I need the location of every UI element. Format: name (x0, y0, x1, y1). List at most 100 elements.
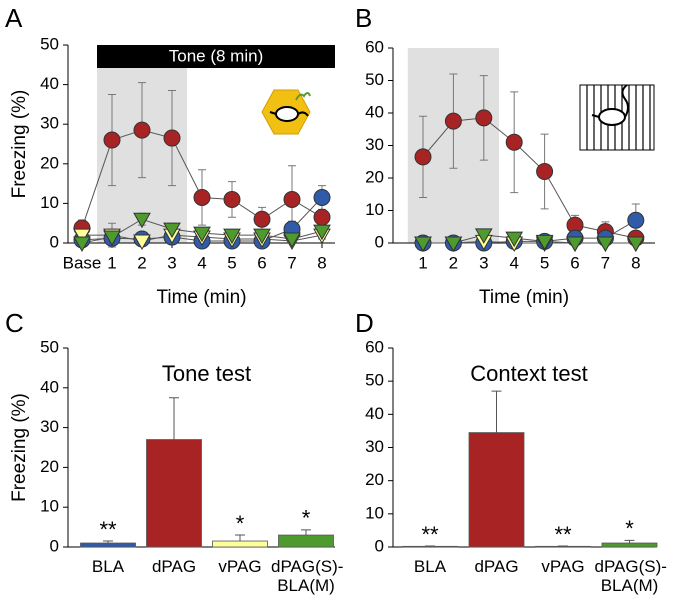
marker (474, 228, 493, 244)
marker (444, 112, 462, 130)
x-tick-label: dPAG(S)-BLA(M) (594, 557, 667, 595)
bar (601, 542, 658, 548)
bar (212, 540, 268, 548)
y-tick-label: 20 (40, 457, 59, 476)
tone-bar (97, 45, 335, 68)
y-tick-label: 40 (40, 377, 59, 396)
marker (313, 208, 331, 226)
marker (505, 133, 523, 151)
x-tick-label: 2 (449, 253, 458, 272)
marker (444, 236, 463, 253)
significance: ** (99, 517, 117, 542)
marker (535, 234, 554, 251)
marker (223, 228, 241, 245)
marker (103, 131, 121, 149)
marker (103, 230, 121, 247)
marker (193, 226, 211, 243)
y-tick-label: 50 (40, 34, 59, 53)
x-tick-label: dPAG(S)-BLA(M) (271, 557, 344, 595)
y-tick-label: 30 (365, 135, 384, 154)
marker (133, 212, 151, 229)
marker (626, 236, 645, 253)
y-tick-label: 30 (40, 417, 59, 436)
x-tick-label: 2 (137, 253, 146, 272)
x-axis-label: Time (min) (479, 287, 569, 308)
x-tick-label: vPAG (218, 557, 262, 576)
significance: ** (554, 522, 572, 547)
bar (402, 545, 458, 548)
marker (163, 222, 181, 239)
y-tick-label: 10 (40, 193, 59, 212)
significance: * (302, 506, 311, 531)
marker (193, 188, 211, 206)
x-tick-label: vPAG (541, 557, 585, 576)
marker (505, 231, 524, 248)
x-tick-label: 3 (167, 253, 176, 272)
significance: * (625, 516, 634, 541)
y-tick-label: 0 (375, 232, 384, 251)
x-tick-label: 6 (570, 253, 579, 272)
x-tick-label: BLA (413, 557, 447, 576)
marker (283, 190, 301, 208)
x-tick-label: 1 (107, 253, 116, 272)
y-tick-label: 0 (50, 232, 59, 251)
x-tick-label: 5 (540, 253, 549, 272)
marker (414, 236, 432, 253)
bar (146, 439, 202, 548)
bar (80, 542, 136, 548)
y-tick-label: 20 (365, 167, 384, 186)
x-tick-label: 6 (257, 253, 266, 272)
x-tick-label: dPAG (474, 557, 519, 576)
y-tick-label: 30 (40, 114, 59, 133)
error-bar (301, 529, 311, 536)
y-tick-label: 50 (365, 70, 384, 89)
significance: ** (421, 522, 439, 547)
context-icon (579, 84, 655, 151)
y-tick-label: 20 (365, 470, 384, 489)
x-tick-label: 7 (601, 253, 610, 272)
marker (223, 190, 241, 208)
y-tick-label: 10 (365, 200, 384, 219)
marker (73, 228, 91, 245)
y-tick-label: 60 (365, 337, 384, 356)
panel-letter: D (355, 308, 374, 338)
marker (163, 129, 181, 147)
marker (313, 224, 331, 241)
bar (468, 432, 525, 548)
bar (535, 545, 591, 548)
x-tick-label: dPAG (151, 557, 197, 576)
x-tick-label: Base (63, 253, 102, 272)
x-tick-label: 5 (227, 253, 236, 272)
error-bar (169, 397, 179, 440)
marker (536, 163, 554, 180)
y-tick-label: 10 (365, 503, 384, 522)
tone-label: Tone (8 min) (169, 46, 263, 65)
marker (73, 236, 91, 253)
x-tick-label: 4 (509, 253, 518, 272)
marker (313, 188, 331, 206)
marker (253, 210, 271, 228)
x-tick-label: 4 (197, 253, 206, 272)
y-tick-label: 30 (365, 437, 384, 456)
marker (596, 236, 615, 253)
marker (283, 232, 301, 249)
x-axis-label: Time (min) (156, 287, 246, 308)
bar (278, 534, 334, 548)
y-tick-label: 50 (40, 337, 59, 356)
marker (566, 236, 584, 253)
y-tick-label: 40 (40, 74, 59, 93)
marker (414, 148, 432, 166)
y-tick-label: 10 (40, 497, 59, 516)
panel-letter: C (5, 308, 24, 338)
panel-letter: A (5, 3, 23, 33)
marker (133, 234, 151, 251)
y-tick-label: 0 (375, 536, 384, 555)
y-axis-label: Freezing (%) (9, 393, 30, 502)
y-tick-label: 20 (40, 153, 59, 172)
marker (253, 228, 271, 245)
error-bar (491, 390, 502, 433)
x-tick-label: 3 (479, 253, 488, 272)
y-axis-label: Freezing (%) (9, 90, 30, 199)
tone-icon (261, 89, 311, 135)
